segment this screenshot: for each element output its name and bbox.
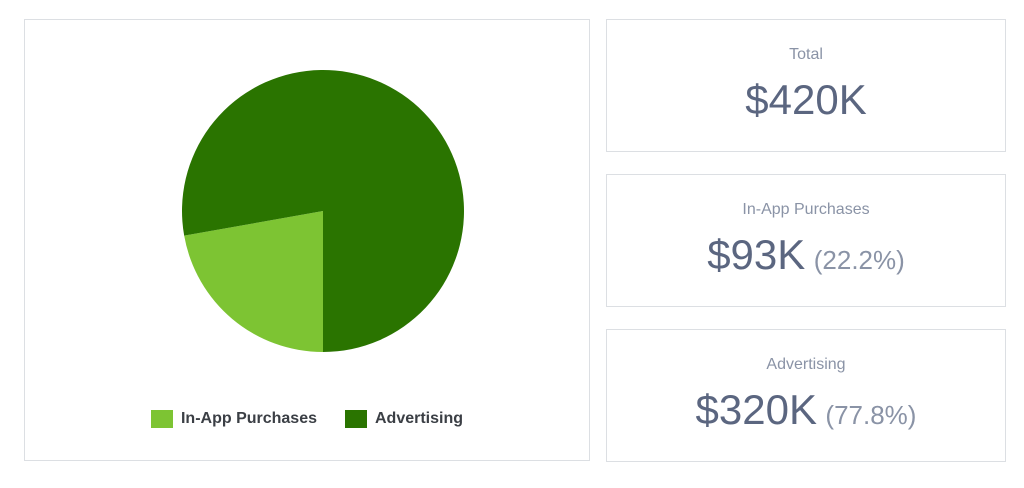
legend-item-in-app-purchases[interactable]: In-App Purchases [150, 410, 317, 428]
in-app-purchases-label: In-App Purchases [742, 201, 870, 218]
total-value-row: $420K [607, 76, 1005, 124]
advertising-value: $320K [695, 386, 817, 433]
pie-chart-panel: In-App Purchases Advertising [24, 19, 590, 461]
advertising-percent: (77.8%) [825, 400, 917, 430]
pie-chart [182, 70, 464, 352]
in-app-purchases-value: $93K [707, 231, 806, 278]
advertising-label: Advertising [766, 356, 846, 373]
total-label: Total [789, 46, 823, 63]
legend-label-advertising: Advertising [375, 410, 464, 427]
legend-swatch-advertising [345, 410, 367, 428]
legend-swatch-in-app-purchases [150, 410, 173, 428]
total-value: $420K [745, 76, 867, 123]
legend-item-advertising[interactable]: Advertising [345, 410, 463, 428]
pie-slice-advertising[interactable] [182, 70, 464, 352]
advertising-card: Advertising $320K (77.8%) [606, 329, 1006, 462]
in-app-purchases-card: In-App Purchases $93K (22.2%) [606, 174, 1006, 307]
in-app-purchases-percent: (22.2%) [813, 245, 905, 275]
total-card: Total $420K [606, 19, 1006, 152]
chart-legend: In-App Purchases Advertising [25, 410, 589, 428]
advertising-value-row: $320K (77.8%) [607, 386, 1005, 434]
legend-label-in-app-purchases: In-App Purchases [180, 410, 317, 427]
in-app-purchases-value-row: $93K (22.2%) [607, 231, 1005, 279]
pie-slice-in-app-purchases[interactable] [184, 211, 323, 352]
